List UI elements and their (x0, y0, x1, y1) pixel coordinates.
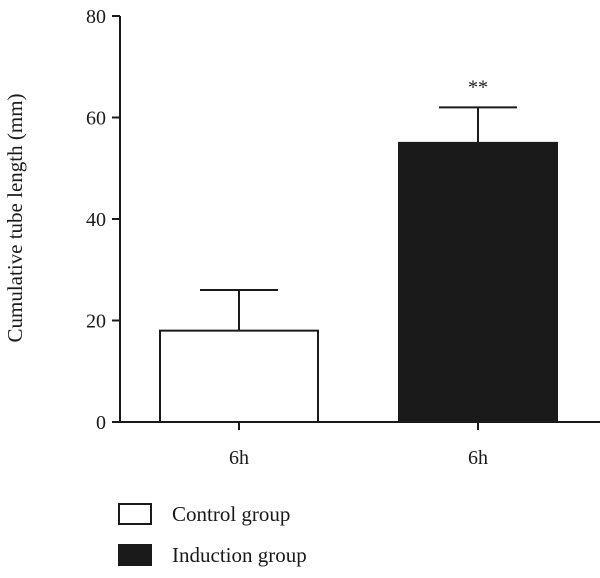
legend-swatch-control-group (118, 503, 152, 525)
y-axis-title: Cumulative tube length (mm) (3, 93, 27, 342)
x-tick-label: 6h (229, 447, 249, 469)
legend-swatch-induction-group (118, 544, 152, 566)
bar-control-group (159, 329, 319, 423)
plot-area: 0 20 40 60 80 6h 6h ** (86, 6, 600, 469)
legend: Control group Induction group (118, 502, 307, 567)
y-tick-label: 40 (86, 209, 106, 231)
y-tick-label: 20 (86, 311, 106, 333)
x-tick-label: 6h (468, 447, 488, 469)
y-tick-label: 0 (96, 412, 106, 434)
significance-label: ** (468, 76, 488, 98)
y-tick-label: 60 (86, 108, 106, 130)
y-tick-label: 80 (86, 6, 106, 28)
bar-induction-group (398, 141, 558, 423)
legend-label: Induction group (172, 543, 307, 567)
legend-label: Control group (172, 502, 290, 526)
